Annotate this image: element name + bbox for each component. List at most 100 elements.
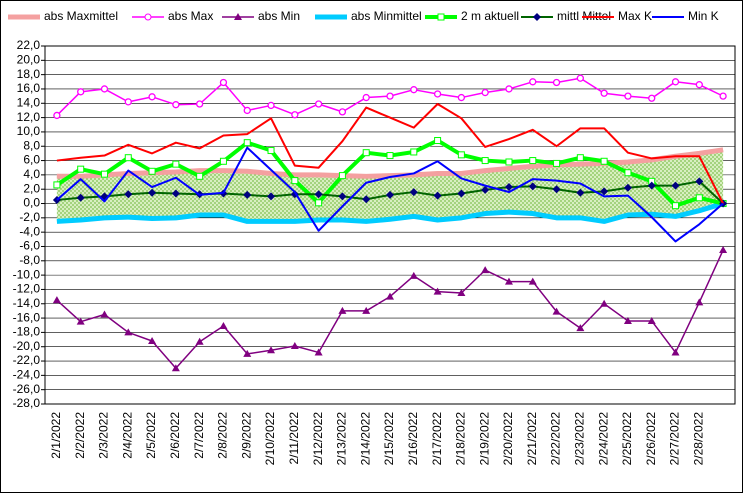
legend-label: Max K bbox=[618, 9, 652, 23]
point bbox=[457, 93, 466, 102]
series bbox=[56, 146, 724, 243]
y-tick-label: -26,0 bbox=[13, 382, 41, 396]
point bbox=[124, 328, 133, 336]
legend-marker bbox=[234, 13, 242, 20]
y-tick-label: 18,0 bbox=[17, 67, 41, 81]
y-tick-label: -22,0 bbox=[13, 353, 41, 367]
legend-item: abs Max bbox=[132, 9, 213, 23]
point bbox=[219, 78, 228, 87]
point bbox=[362, 93, 370, 102]
y-tick-label: -2,0 bbox=[19, 210, 40, 224]
point bbox=[695, 177, 704, 186]
y-tick-label: 12,0 bbox=[17, 110, 41, 124]
point bbox=[433, 191, 442, 200]
point bbox=[600, 187, 609, 196]
y-tick-label: 10,0 bbox=[17, 124, 41, 138]
point bbox=[695, 194, 703, 202]
y-tick-label: 8,0 bbox=[23, 138, 40, 152]
point bbox=[148, 336, 157, 344]
point bbox=[148, 93, 156, 101]
x-tick-label: 2/14/2022 bbox=[358, 412, 372, 466]
point bbox=[481, 266, 490, 274]
point bbox=[338, 172, 346, 180]
point bbox=[76, 317, 85, 325]
legend-marker bbox=[437, 13, 445, 21]
series bbox=[53, 74, 727, 120]
x-tick-label: 2/1/2022 bbox=[49, 412, 63, 459]
plot-area bbox=[45, 46, 735, 404]
point bbox=[457, 289, 466, 297]
point bbox=[671, 181, 680, 190]
point bbox=[219, 321, 228, 329]
point bbox=[267, 346, 276, 354]
point bbox=[647, 316, 656, 324]
point bbox=[433, 287, 442, 295]
point bbox=[291, 177, 299, 185]
point bbox=[671, 348, 680, 356]
legend-item: abs Minmittel bbox=[315, 9, 422, 23]
point bbox=[362, 195, 371, 204]
plot-border bbox=[44, 45, 736, 405]
point bbox=[124, 154, 132, 162]
x-tick-label: 2/7/2022 bbox=[192, 412, 206, 459]
y-tick-label: 4,0 bbox=[23, 167, 40, 181]
y-tick-label: 16,0 bbox=[17, 81, 41, 95]
point bbox=[671, 78, 680, 86]
point bbox=[623, 316, 632, 324]
point bbox=[362, 149, 370, 157]
point bbox=[505, 158, 513, 166]
series bbox=[52, 246, 728, 372]
y-tick-label: -10,0 bbox=[13, 267, 41, 281]
point bbox=[315, 199, 323, 207]
point bbox=[243, 349, 252, 357]
point bbox=[100, 170, 108, 178]
point bbox=[196, 172, 204, 180]
point bbox=[100, 310, 109, 318]
x-tick-label: 2/15/2022 bbox=[382, 412, 396, 466]
x-tick-label: 2/24/2022 bbox=[596, 412, 610, 466]
point bbox=[576, 188, 585, 197]
y-tick-label: -14,0 bbox=[13, 296, 41, 310]
series bbox=[56, 102, 724, 204]
point bbox=[504, 277, 513, 285]
point bbox=[576, 154, 584, 162]
point bbox=[267, 192, 276, 201]
point bbox=[100, 85, 109, 93]
point bbox=[267, 147, 275, 155]
point bbox=[338, 306, 347, 314]
point bbox=[623, 183, 632, 192]
point bbox=[172, 160, 180, 168]
y-tick-label: 0,0 bbox=[23, 196, 40, 210]
point bbox=[409, 271, 418, 279]
y-tick-label: -16,0 bbox=[13, 310, 41, 324]
point bbox=[172, 101, 180, 109]
x-tick-label: 2/19/2022 bbox=[477, 412, 491, 466]
x-tick-label: 2/9/2022 bbox=[239, 412, 253, 459]
point bbox=[267, 101, 275, 110]
point bbox=[624, 92, 632, 100]
legend-label: abs Min bbox=[258, 9, 300, 23]
y-tick-label: 20,0 bbox=[17, 52, 41, 66]
x-tick-label: 2/16/2022 bbox=[406, 412, 420, 466]
point bbox=[576, 324, 585, 332]
legend-item: Min K bbox=[652, 9, 719, 23]
legend-item: 2 m aktuell bbox=[425, 9, 519, 23]
x-tick-label: 2/27/2022 bbox=[668, 412, 682, 466]
legend-marker bbox=[144, 13, 152, 21]
point bbox=[243, 190, 252, 199]
point bbox=[481, 157, 489, 165]
x-tick-label: 2/4/2022 bbox=[120, 412, 134, 459]
y-tick-label: -28,0 bbox=[13, 396, 41, 410]
x-tick-label: 2/20/2022 bbox=[501, 412, 515, 466]
point bbox=[719, 92, 727, 100]
point bbox=[53, 181, 61, 189]
y-tick-label: 2,0 bbox=[23, 181, 40, 195]
point bbox=[314, 190, 323, 199]
point bbox=[505, 85, 513, 93]
point bbox=[529, 157, 537, 165]
point bbox=[695, 298, 704, 306]
point bbox=[553, 159, 561, 167]
x-tick-label: 2/13/2022 bbox=[335, 412, 349, 466]
point bbox=[695, 81, 703, 89]
point bbox=[600, 89, 608, 97]
